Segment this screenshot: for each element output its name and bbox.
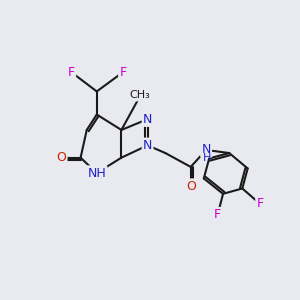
Text: NH: NH	[87, 167, 106, 180]
Text: CH₃: CH₃	[130, 90, 150, 100]
Text: F: F	[119, 66, 127, 79]
Text: N: N	[143, 113, 152, 126]
Text: O: O	[56, 151, 66, 164]
Text: F: F	[256, 197, 264, 210]
Text: F: F	[68, 66, 75, 79]
Text: N: N	[201, 143, 211, 157]
Text: N: N	[143, 139, 152, 152]
Text: F: F	[214, 208, 221, 221]
Text: O: O	[186, 180, 196, 193]
Text: H: H	[203, 153, 211, 163]
